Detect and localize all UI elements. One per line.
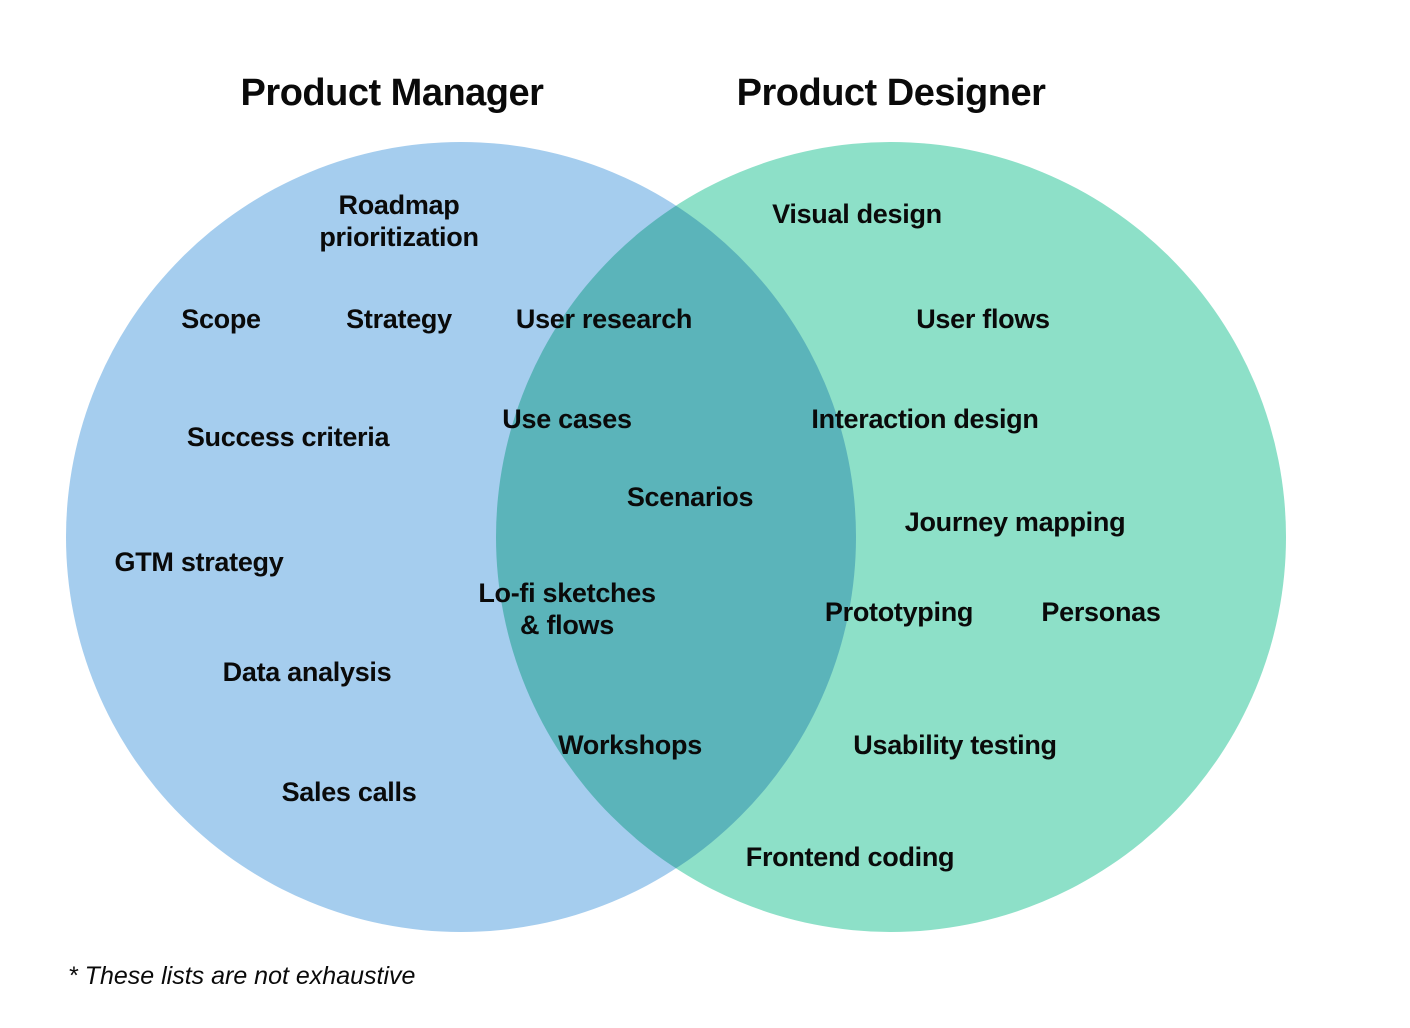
pd-item-personas: Personas — [1041, 597, 1160, 629]
shared-item-workshops: Workshops — [558, 730, 702, 762]
title-product-designer: Product Designer — [737, 72, 1046, 115]
shared-item-scenarios: Scenarios — [627, 482, 753, 514]
pd-item-prototyping: Prototyping — [825, 597, 973, 629]
pm-item-gtm-strategy: GTM strategy — [115, 547, 284, 579]
pd-item-frontend-coding: Frontend coding — [746, 842, 954, 874]
pm-item-success-criteria: Success criteria — [187, 422, 389, 454]
pd-item-visual-design: Visual design — [772, 199, 942, 231]
shared-item-lofi-sketches: Lo-fi sketches & flows — [478, 578, 655, 642]
pd-item-journey-mapping: Journey mapping — [905, 507, 1126, 539]
footnote-not-exhaustive: * These lists are not exhaustive — [68, 962, 415, 991]
pm-item-sales-calls: Sales calls — [282, 777, 417, 809]
pm-item-strategy: Strategy — [346, 304, 452, 336]
shared-item-user-research: User research — [516, 304, 692, 336]
pm-item-roadmap-prioritization: Roadmap prioritization — [319, 190, 478, 254]
pd-item-interaction-design: Interaction design — [811, 404, 1038, 436]
pd-item-usability-testing: Usability testing — [853, 730, 1056, 762]
pd-item-user-flows: User flows — [916, 304, 1050, 336]
pm-item-data-analysis: Data analysis — [223, 657, 392, 689]
shared-item-use-cases: Use cases — [502, 404, 631, 436]
venn-diagram: Product Manager Product Designer Roadmap… — [0, 0, 1410, 1028]
venn-circle-right — [496, 142, 1286, 932]
title-product-manager: Product Manager — [241, 72, 544, 115]
pm-item-scope: Scope — [181, 304, 261, 336]
